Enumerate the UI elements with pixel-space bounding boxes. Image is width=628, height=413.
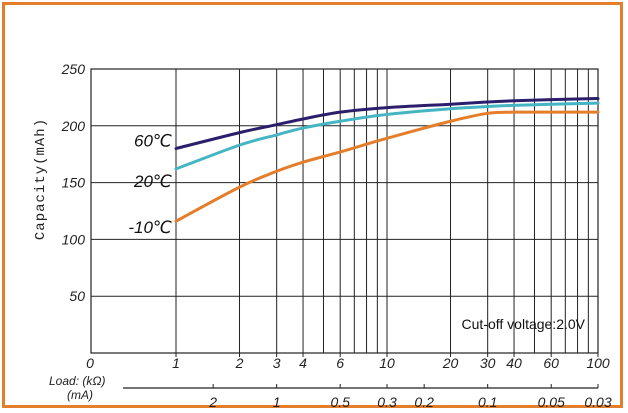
y-axis-label: Capacity(mAh)	[33, 118, 49, 240]
series-line-1	[174, 97, 600, 151]
y-tick-label: 50	[69, 288, 85, 304]
x-tick-label: 1	[172, 355, 180, 371]
y-tick-label: 250	[61, 61, 86, 77]
y-tick-label: 150	[62, 175, 86, 191]
ma-tick-label: 2	[208, 394, 217, 410]
grid	[90, 68, 599, 389]
ma-tick-label: 0.03	[584, 394, 611, 410]
x-tick-label: 20	[442, 355, 459, 371]
ma-tick-label: 0.3	[377, 394, 397, 410]
x-tick-zero: 0	[86, 355, 94, 371]
y-tick-label: 200	[61, 118, 86, 134]
series-label-1: 60℃	[134, 132, 172, 151]
ma-tick-label: 0.2	[414, 394, 434, 410]
ma-tick-label: 0.1	[478, 394, 497, 410]
x-tick-label: 100	[586, 355, 610, 371]
ma-tick-label: 1	[273, 394, 281, 410]
x-tick-label: 60	[543, 355, 559, 371]
x-tick-label: 6	[336, 355, 344, 371]
series-line-2	[174, 101, 600, 171]
series-group	[174, 97, 600, 223]
series-label-3: -10℃	[128, 218, 172, 237]
x-tick-label: 4	[299, 355, 307, 371]
x-axis-label: Load: (kΩ)	[49, 374, 105, 388]
y-tick-label: 100	[62, 231, 86, 247]
series-line-3	[174, 110, 600, 223]
chart-frame	[2, 2, 623, 408]
series-label-2: 20℃	[133, 172, 172, 191]
x-tick-label: 30	[480, 355, 496, 371]
ma-tick-label: 0.5	[330, 394, 350, 410]
cutoff-annotation: Cut-off voltage:2.0V	[462, 316, 586, 332]
x-tick-label: 40	[506, 355, 522, 371]
x-tick-label: 2	[235, 355, 244, 371]
labels-group: 50 100 150 200 250 1 2 3 4 6 10 20 30 40 60 100 2 1 0.5 0.3…	[61, 61, 612, 410]
x-tick-label: 3	[273, 355, 281, 371]
x2-axis-label: (mA)	[67, 388, 93, 402]
ma-tick-label: 0.05	[538, 394, 565, 410]
x-tick-label: 10	[379, 355, 395, 371]
